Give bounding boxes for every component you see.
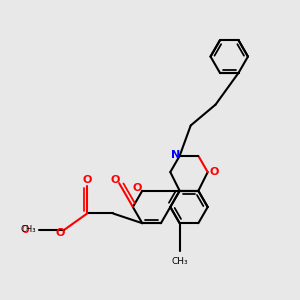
Text: O: O [209, 167, 218, 177]
Text: N: N [171, 150, 181, 160]
Text: CH₃: CH₃ [171, 257, 188, 266]
Text: O: O [55, 228, 65, 238]
Text: O: O [132, 183, 142, 194]
Text: O: O [22, 225, 30, 235]
Text: O: O [111, 175, 120, 185]
Text: O: O [82, 175, 92, 185]
Text: CH₃: CH₃ [20, 225, 36, 234]
